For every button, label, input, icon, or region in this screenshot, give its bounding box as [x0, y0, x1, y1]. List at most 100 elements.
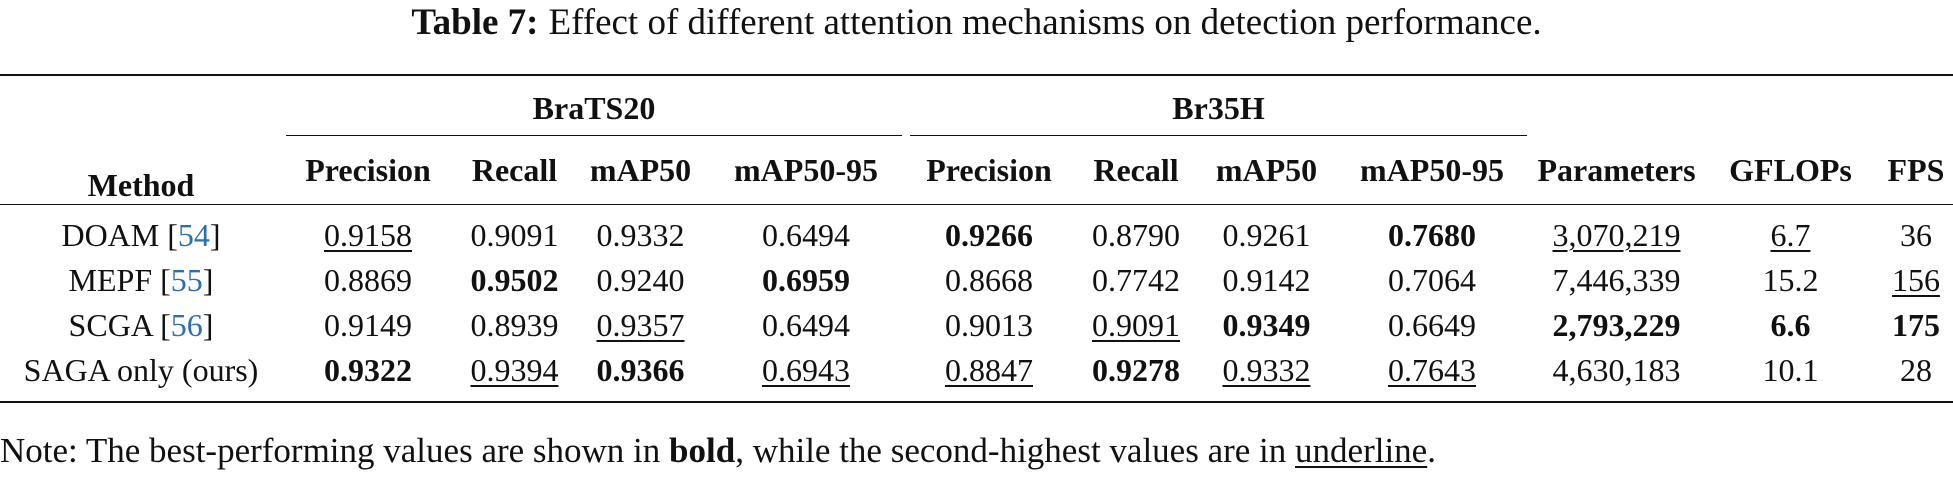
value-cell: 0.9366: [575, 348, 706, 402]
value: 0.9502: [470, 262, 559, 298]
value: 175: [1892, 307, 1940, 343]
value: 0.7643: [1388, 352, 1476, 388]
value-cell: 0.6649: [1333, 303, 1531, 348]
value-cell: 0.7643: [1333, 348, 1531, 402]
value: 0.9013: [945, 307, 1033, 343]
value-cell: 6.6: [1702, 303, 1879, 348]
reference: 56: [170, 307, 203, 343]
method-name: ]: [209, 217, 221, 253]
value: 0.8847: [945, 352, 1033, 388]
value: 36: [1900, 217, 1932, 253]
value-cell: 0.6494: [706, 205, 906, 259]
value: 0.9366: [596, 352, 685, 388]
value-cell: 2,793,229: [1531, 303, 1702, 348]
table-row: SAGA only (ours) 0.9322 0.9394 0.9366 0.6943…: [0, 348, 1953, 402]
value: 0.8668: [945, 262, 1033, 298]
value: 0.6494: [762, 217, 850, 253]
reference: 54: [177, 217, 210, 253]
method-cell: MEPF [55]: [0, 258, 282, 303]
method-name: DOAM [: [61, 217, 178, 253]
value-cell: 0.9332: [575, 205, 706, 259]
value: 3,070,219: [1552, 217, 1681, 253]
value-cell: 0.9266: [906, 205, 1072, 259]
value-cell: 0.9158: [282, 205, 454, 259]
group-header: BraTS20: [286, 90, 902, 136]
table-row: MEPF [55] 0.8869 0.9502 0.9240 0.6959 0.8668 0…: [0, 258, 1953, 303]
method-cell: DOAM [54]: [0, 205, 282, 259]
value: 156: [1892, 262, 1940, 298]
value: 0.7064: [1388, 262, 1476, 298]
value: 0.9091: [1092, 307, 1180, 343]
value-cell: 175: [1879, 303, 1953, 348]
value-cell: 0.9322: [282, 348, 454, 402]
group-header: Br35H: [910, 90, 1527, 136]
note-part: .: [1427, 431, 1436, 470]
column-header: mAP50: [575, 136, 706, 205]
value-cell: 0.9091: [454, 205, 575, 259]
reference: 55: [170, 262, 203, 298]
value: 0.6494: [762, 307, 850, 343]
column-header: FPS: [1879, 136, 1953, 205]
column-header: Recall: [1072, 136, 1200, 205]
value-cell: 0.9394: [454, 348, 575, 402]
value: 0.9349: [1222, 307, 1311, 343]
value: 0.9142: [1222, 262, 1311, 298]
note-part: Note: The best-performing values are sho…: [0, 431, 670, 470]
value-cell: 0.9332: [1200, 348, 1333, 402]
value-cell: 0.9013: [906, 303, 1072, 348]
method-name: SAGA only (ours): [23, 352, 259, 388]
value-cell: 0.9149: [282, 303, 454, 348]
method-name: ]: [202, 262, 214, 298]
value: 0.9149: [324, 307, 412, 343]
value-cell: 0.8939: [454, 303, 575, 348]
value-cell: 0.9091: [1072, 303, 1200, 348]
value-cell: 0.6943: [706, 348, 906, 402]
value-cell: 4,630,183: [1531, 348, 1702, 402]
column-header: Parameters: [1531, 136, 1702, 205]
value: 0.6943: [762, 352, 850, 388]
value: 0.8869: [324, 262, 412, 298]
column-header: Recall: [454, 136, 575, 205]
header-row: Precision Recall mAP50 mAP50-95 Precision Rec…: [0, 136, 1953, 205]
value: 15.2: [1762, 262, 1819, 298]
column-header: Precision: [282, 136, 454, 205]
column-header: mAP50-95: [1333, 136, 1531, 205]
column-header: Precision: [906, 136, 1072, 205]
value-cell: 10.1: [1702, 348, 1879, 402]
value-cell: 0.7064: [1333, 258, 1531, 303]
value-cell: 0.9261: [1200, 205, 1333, 259]
value-cell: 28: [1879, 348, 1953, 402]
value: 0.6649: [1388, 307, 1476, 343]
value: 0.9322: [324, 352, 412, 388]
value-cell: 6.7: [1702, 205, 1879, 259]
value-cell: 0.8668: [906, 258, 1072, 303]
value: 0.9394: [470, 352, 559, 388]
value: 0.7680: [1388, 217, 1476, 253]
value: 0.8939: [470, 307, 559, 343]
column-header: GFLOPs: [1702, 136, 1879, 205]
value-cell: 15.2: [1702, 258, 1879, 303]
caption-label: Table 7:: [411, 2, 539, 43]
method-header: Method: [0, 75, 282, 205]
value: 0.8790: [1092, 217, 1180, 253]
value: 0.7742: [1092, 262, 1180, 298]
value: 4,630,183: [1552, 352, 1681, 388]
value-cell: 0.8847: [906, 348, 1072, 402]
method-cell: SAGA only (ours): [0, 348, 282, 402]
method-name: SCGA [: [68, 307, 171, 343]
note: Note: The best-performing values are sho…: [0, 430, 1436, 472]
value-cell: 0.8869: [282, 258, 454, 303]
header-row: Method BraTS20 Br35H: [0, 75, 1953, 205]
value-cell: 0.7742: [1072, 258, 1200, 303]
value: 0.9091: [470, 217, 559, 253]
column-header: mAP50: [1200, 136, 1333, 205]
note-part: bold: [669, 431, 736, 470]
method-cell: SCGA [56]: [0, 303, 282, 348]
value: 6.7: [1770, 217, 1811, 253]
value-cell: 0.6494: [706, 303, 906, 348]
value-cell: 0.9502: [454, 258, 575, 303]
value-cell: 0.7680: [1333, 205, 1531, 259]
table-row: SCGA [56] 0.9149 0.8939 0.9357 0.6494 0.9013 0…: [0, 303, 1953, 348]
value: 7,446,339: [1552, 262, 1681, 298]
